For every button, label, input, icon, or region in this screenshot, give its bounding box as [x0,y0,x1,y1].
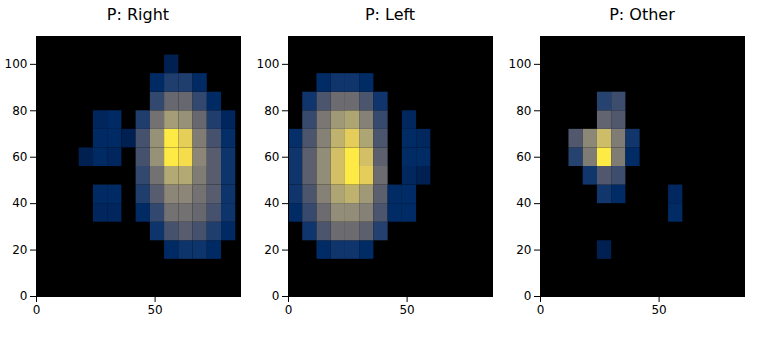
svg-text:80: 80 [516,104,531,118]
svg-text:0: 0 [20,289,28,303]
svg-text:0: 0 [285,303,293,317]
svg-text:40: 40 [516,196,531,210]
svg-text:100: 100 [5,57,28,71]
svg-text:0: 0 [537,303,545,317]
svg-text:50: 50 [651,303,666,317]
svg-text:60: 60 [12,150,27,164]
svg-text:60: 60 [264,150,279,164]
svg-text:80: 80 [12,104,27,118]
svg-text:80: 80 [264,104,279,118]
svg-text:100: 100 [257,57,280,71]
svg-text:40: 40 [12,196,27,210]
html-text:P: Other: P: Other [609,5,675,24]
svg-text:100: 100 [509,57,532,71]
svg-text:0: 0 [272,289,280,303]
svg-text:20: 20 [12,243,27,257]
svg-text:50: 50 [147,303,162,317]
svg-text:20: 20 [516,243,531,257]
svg-text:50: 50 [399,303,414,317]
svg-text:0: 0 [33,303,41,317]
svg-text:0: 0 [524,289,532,303]
svg-text:20: 20 [264,243,279,257]
html-text:P: Right: P: Right [106,5,170,24]
svg-text:60: 60 [516,150,531,164]
svg-text:40: 40 [264,196,279,210]
html-text:P: Left: P: Left [364,5,416,24]
